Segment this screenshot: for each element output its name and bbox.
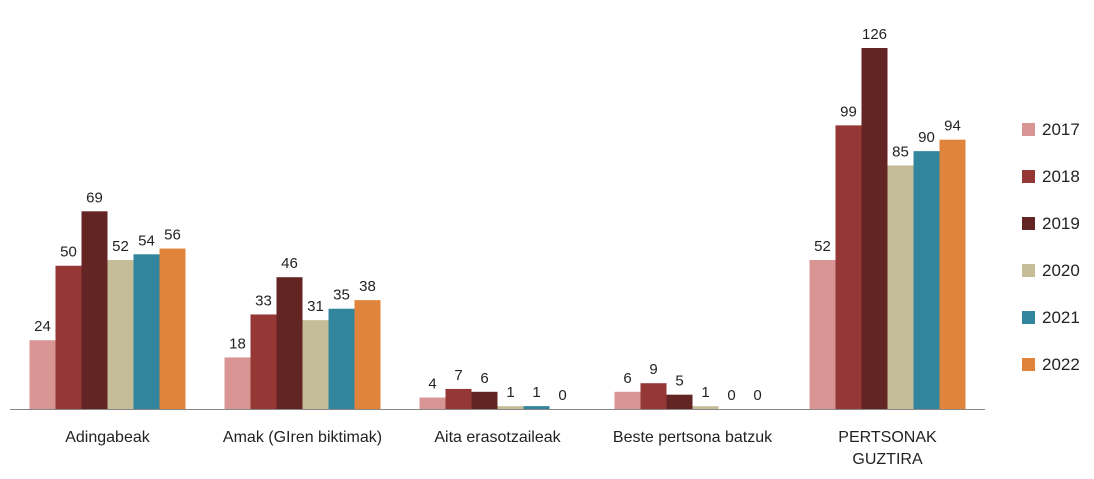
legend-label: 2021 [1042,308,1080,327]
data-label: 69 [86,189,103,206]
bar [81,211,108,409]
data-label: 90 [918,129,935,146]
data-label: 38 [359,278,376,295]
x-tick-label: Amak (GIren biktimak) [222,429,383,446]
data-label: 9 [649,361,657,378]
data-label: 6 [623,370,631,387]
data-label: 35 [333,287,350,304]
data-label: 24 [34,318,51,335]
x-tick-label: PERTSONAK GUZTIRA [838,429,937,468]
bar [666,394,693,409]
bar [614,391,641,409]
bar [133,254,160,409]
x-tick-label: Adingabeak [65,429,150,446]
bar [692,406,719,409]
x-label-box: Adingabeak [65,429,150,446]
legend-label: 2020 [1042,261,1080,280]
data-label: 5 [675,373,683,390]
data-label: 18 [229,335,246,352]
data-label: 4 [428,376,436,393]
bar [276,277,303,409]
data-label: 0 [727,387,735,404]
data-label: 52 [814,238,831,255]
legend-label: 2019 [1042,214,1080,233]
x-tick-label: Aita erasotzaileak [434,429,561,446]
bar [29,340,56,409]
bar [523,406,550,409]
legend-swatch [1022,311,1035,324]
data-label: 7 [454,367,462,384]
legend-swatch [1022,358,1035,371]
data-label: 52 [112,238,129,255]
x-label-box: Beste pertsona batzuk [612,429,773,446]
x-label-box: Amak (GIren biktimak) [222,429,383,446]
x-tick-label: Beste pertsona batzuk [612,429,773,446]
data-label: 99 [840,103,857,120]
bar [250,314,277,409]
bar [445,388,472,409]
data-label: 94 [944,118,961,135]
bar [939,139,966,409]
bar [55,265,82,409]
data-label: 46 [281,255,298,272]
bar [107,260,134,409]
bar [419,397,446,409]
data-label: 56 [164,227,181,244]
legend-swatch [1022,170,1035,183]
legend-label: 2018 [1042,167,1080,186]
bar [328,308,355,409]
legend-label: 2022 [1042,355,1080,374]
legend-swatch [1022,123,1035,136]
bar [640,383,667,409]
data-label: 6 [480,370,488,387]
bar [471,391,498,409]
data-label: 0 [753,387,761,404]
data-label: 54 [138,232,155,249]
data-label: 1 [506,384,514,401]
legend-swatch [1022,264,1035,277]
bar [159,248,186,409]
bar [302,320,329,409]
data-label: 0 [558,387,566,404]
bar [809,260,836,409]
x-label-box: PERTSONAK GUZTIRA [838,429,937,468]
data-label: 50 [60,244,77,261]
bar [224,357,251,409]
legend-label: 2017 [1042,120,1080,139]
data-label: 1 [701,384,709,401]
data-label: 31 [307,298,324,315]
data-label: 1 [532,384,540,401]
bar [354,300,381,409]
data-label: 33 [255,292,272,309]
bar [913,151,940,409]
bar [861,48,888,409]
bar [887,165,914,409]
bar [497,406,524,409]
legend-swatch [1022,217,1035,230]
x-label-box: Aita erasotzaileak [434,429,561,446]
bar [835,125,862,409]
data-label: 85 [892,143,909,160]
data-label: 126 [862,26,887,43]
